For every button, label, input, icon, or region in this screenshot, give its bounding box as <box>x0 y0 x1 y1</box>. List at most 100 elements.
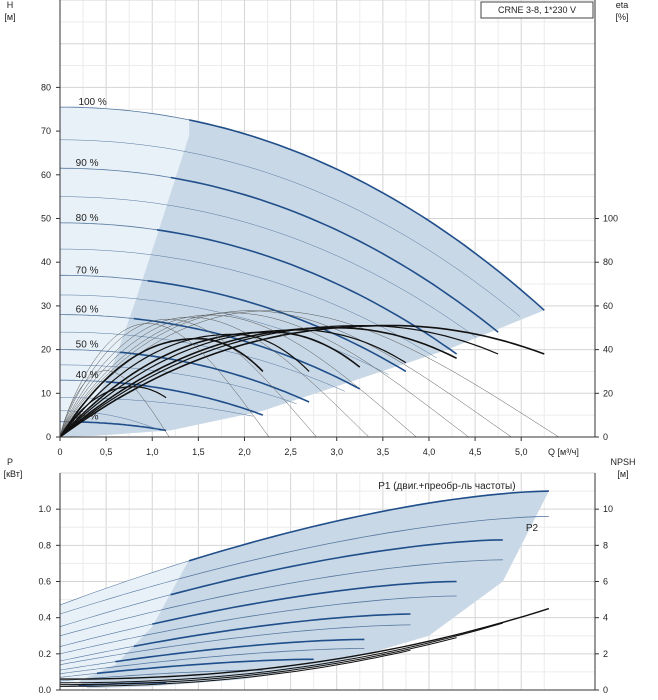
operating-range-area <box>78 491 549 689</box>
head-curve-intermediate <box>60 364 297 405</box>
head-tick-label: 80 <box>41 82 51 92</box>
power-curve <box>106 648 365 669</box>
head-curve <box>170 176 499 333</box>
head-curve-intermediate <box>59 331 345 392</box>
power-tick-label: 0.6 <box>38 577 51 587</box>
head-axis-unit: [м] <box>4 12 15 22</box>
efficiency-curves <box>59 310 559 438</box>
p1-annotation: P1 (двиг.+преобр-ль частоты) <box>378 480 515 492</box>
power-curve <box>133 613 411 648</box>
head-chart-axes: 0 10 20 30 40 50 60 70 80 0 20 40 60 80 100 0 0,5 1,0 1,5 2… <box>41 0 618 457</box>
flow-tick-label: 3,0 <box>330 447 343 457</box>
npsh-axis-unit: [м] <box>617 469 628 479</box>
npsh-curve <box>60 637 457 686</box>
head-curve-thin <box>59 167 171 178</box>
power-curve <box>96 658 314 675</box>
npsh-tick-label: 2 <box>603 649 608 659</box>
power-curve-thin <box>59 594 171 627</box>
efficiency-curve <box>59 333 310 438</box>
head-tick-label: 60 <box>41 170 51 180</box>
npsh-tick-label: 0 <box>603 685 608 695</box>
eta-tick-label: 80 <box>603 257 613 267</box>
power-tick-label: 0.0 <box>38 685 51 695</box>
npsh-axis-title: NPSH <box>610 457 635 467</box>
power-curve <box>179 516 549 579</box>
head-curve-intermediate <box>60 397 253 417</box>
head-curve-intermediate <box>59 139 521 317</box>
power-curve-thin <box>59 623 153 647</box>
efficiency-curve-thin <box>59 316 369 438</box>
eta-axis-title: eta <box>616 0 629 10</box>
efficiency-curve <box>59 337 264 438</box>
head-curve-thin <box>60 314 134 319</box>
eta-tick-label: 0 <box>603 432 608 442</box>
flow-tick-label: 1,0 <box>146 447 159 457</box>
flow-tick-label: 0 <box>57 447 62 457</box>
power-curve-thin <box>59 560 190 606</box>
head-tick-label: 10 <box>41 388 51 398</box>
npsh-curve <box>59 622 503 684</box>
efficiency-curve <box>59 386 167 438</box>
power-curves <box>59 490 549 687</box>
power-tick-label: 1.0 <box>38 504 51 514</box>
head-curve-intermediate <box>59 196 477 338</box>
flow-tick-label: 1,5 <box>192 447 205 457</box>
power-operating-envelope <box>60 491 549 689</box>
power-axis-title: P <box>7 457 13 467</box>
power-curve-thin <box>59 578 180 615</box>
head-operating-envelope <box>60 107 545 438</box>
head-curve <box>188 119 545 311</box>
npsh-curve <box>60 649 411 687</box>
flow-tick-label: 2,0 <box>238 447 251 457</box>
npsh-curve <box>60 607 550 680</box>
efficiency-curve-thin <box>59 310 512 438</box>
speed-label: 50 % <box>76 340 99 351</box>
head-curve-thin <box>60 106 190 121</box>
power-curve-thin <box>59 635 144 655</box>
flow-tick-label: 4,0 <box>423 447 436 457</box>
flow-axis-title: Q [м³/ч] <box>548 447 579 457</box>
speed-labels: 100 % 90 % 80 % 70 % 60 % 50 % 40 % 21 % <box>76 97 107 423</box>
speed-label: 70 % <box>76 265 99 276</box>
head-tick-label: 70 <box>41 126 51 136</box>
power-tick-label: 0.4 <box>38 613 51 623</box>
head-curve-thin <box>60 274 148 282</box>
eta-axis-unit: [%] <box>615 12 628 22</box>
flow-tick-label: 2,5 <box>284 447 297 457</box>
power-curve <box>188 490 549 562</box>
head-curves <box>59 106 545 432</box>
npsh-curves <box>59 607 550 687</box>
power-tick-label: 0.2 <box>38 649 51 659</box>
eta-tick-label: 40 <box>603 345 613 355</box>
speed-label: 40 % <box>76 370 99 381</box>
power-axis-unit: [кВт] <box>4 469 23 479</box>
extended-range-area <box>60 107 190 437</box>
efficiency-curve-thin <box>59 318 317 438</box>
head-tick-label: 0 <box>46 432 51 442</box>
speed-label: 60 % <box>76 305 99 316</box>
power-curve-thin <box>59 646 134 662</box>
flow-tick-label: 3,5 <box>377 447 390 457</box>
power-curve <box>124 624 411 654</box>
head-tick-label: 50 <box>41 214 51 224</box>
power-curve-thin <box>59 661 116 671</box>
power-curve-thin <box>59 667 107 674</box>
head-tick-label: 20 <box>41 345 51 355</box>
head-curve <box>119 351 310 403</box>
speed-label: 90 % <box>76 158 99 169</box>
eta-tick-label: 20 <box>603 388 613 398</box>
head-tick-label: 30 <box>41 301 51 311</box>
head-curve-thin <box>60 379 107 383</box>
power-curve <box>142 595 457 637</box>
efficiency-curve-thin <box>59 323 270 438</box>
head-tick-label: 40 <box>41 257 51 267</box>
head-curve <box>78 421 167 432</box>
speed-label: 21 % <box>76 412 99 423</box>
power-curve <box>170 539 503 596</box>
head-curve <box>133 317 361 390</box>
power-curve <box>115 638 365 663</box>
power-curve <box>161 559 503 611</box>
head-curve-thin <box>60 222 157 231</box>
efficiency-curve-thin <box>59 312 469 438</box>
